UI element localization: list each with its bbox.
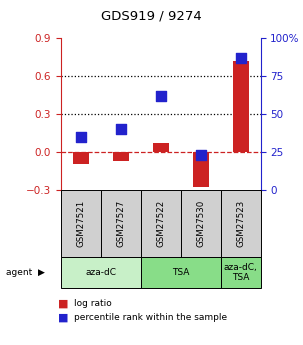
- Text: aza-dC,
TSA: aza-dC, TSA: [224, 263, 258, 282]
- Text: GSM27521: GSM27521: [76, 200, 85, 247]
- Bar: [193, 152, 208, 187]
- Text: percentile rank within the sample: percentile rank within the sample: [74, 313, 227, 322]
- Text: log ratio: log ratio: [74, 299, 112, 308]
- Text: agent  ▶: agent ▶: [6, 268, 45, 277]
- Text: aza-dC: aza-dC: [85, 268, 116, 277]
- Point: [158, 93, 163, 98]
- Bar: [73, 152, 88, 165]
- Point: [238, 55, 243, 60]
- Text: ■: ■: [58, 299, 68, 308]
- Text: GSM27522: GSM27522: [156, 200, 165, 247]
- Text: GSM27523: GSM27523: [236, 200, 245, 247]
- Bar: [113, 152, 128, 161]
- Text: ■: ■: [58, 313, 68, 322]
- Point: [198, 152, 203, 158]
- Point: [118, 126, 123, 132]
- Bar: [153, 143, 168, 152]
- Text: GSM27530: GSM27530: [196, 200, 205, 247]
- Text: GDS919 / 9274: GDS919 / 9274: [101, 9, 202, 22]
- Text: TSA: TSA: [172, 268, 189, 277]
- Point: [78, 134, 83, 139]
- Text: GSM27527: GSM27527: [116, 200, 125, 247]
- Bar: [233, 61, 248, 152]
